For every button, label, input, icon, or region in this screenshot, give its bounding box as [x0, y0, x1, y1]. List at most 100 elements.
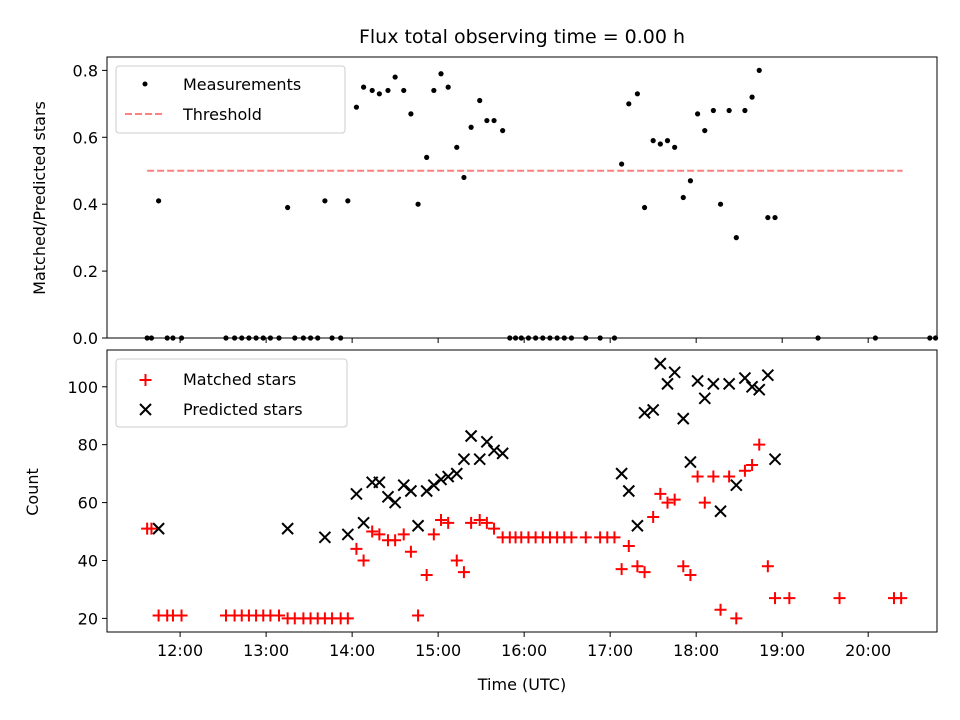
matched-star-point — [714, 603, 727, 616]
matched-star-point — [373, 528, 386, 541]
matched-star-point — [389, 534, 402, 547]
predicted-star-point — [761, 368, 775, 382]
bottom-y-tick-label: 60 — [78, 494, 98, 513]
measurement-point — [360, 84, 367, 90]
matched-star-point — [895, 592, 908, 605]
matched-star-point — [579, 531, 592, 544]
measurement-point — [687, 178, 694, 184]
measurement-point — [680, 194, 686, 201]
matched-star-point — [480, 516, 493, 529]
matched-star-point — [450, 554, 463, 567]
matched-star-point — [565, 531, 578, 544]
legend-matched-label: Matched stars — [183, 370, 296, 389]
x-axis-label: Time (UTC) — [477, 675, 566, 694]
predicted-star-point — [661, 377, 674, 391]
predicted-star-point — [373, 476, 386, 489]
predicted-star-point — [646, 403, 660, 417]
x-tick-label: 12:00 — [157, 641, 203, 660]
measurement-point — [353, 104, 360, 110]
matched-star-point — [738, 464, 751, 477]
measurement-point — [285, 204, 291, 211]
legend-predicted-marker — [139, 403, 152, 416]
bottom-y-tick-label: 100 — [67, 378, 98, 397]
predicted-star-point — [318, 531, 332, 544]
predicted-star-point — [684, 455, 697, 469]
measurement-point — [484, 117, 490, 124]
top-y-tick-label: 0.8 — [73, 61, 98, 80]
predicted-star-point — [745, 380, 759, 393]
matched-star-point — [723, 470, 736, 483]
predicted-star-point — [753, 383, 766, 396]
predicted-star-point — [496, 447, 509, 460]
predicted-star-point — [434, 473, 448, 486]
measurement-point — [749, 94, 755, 100]
bottom-axes-frame — [106, 349, 938, 633]
predicted-star-point — [707, 377, 720, 391]
measurement-point — [376, 91, 382, 97]
predicted-star-point — [654, 357, 667, 370]
predicted-star-point — [341, 528, 355, 541]
measurement-point — [369, 87, 375, 94]
matched-star-point — [684, 568, 697, 581]
matched-star-point — [769, 592, 782, 605]
matched-star-point — [608, 531, 621, 544]
predicted-star-point — [404, 484, 418, 498]
predicted-star-point — [722, 377, 736, 391]
matched-star-point — [691, 470, 704, 483]
legend-predicted-label: Predicted stars — [183, 400, 303, 419]
measurement-point — [385, 87, 391, 94]
predicted-star-point — [411, 519, 425, 532]
matched-star-point — [465, 516, 478, 529]
legend-measurements-label: Measurements — [183, 75, 301, 94]
matched-star-point — [753, 438, 766, 451]
measurement-point — [445, 84, 451, 90]
predicted-star-point — [738, 371, 752, 385]
matched-star-point — [631, 560, 644, 573]
measurement-point — [424, 154, 430, 160]
measurement-point — [401, 87, 407, 94]
predicted-star-point — [622, 484, 636, 498]
measurement-point — [756, 67, 762, 73]
predicted-star-point — [638, 406, 651, 420]
measurement-point — [438, 71, 444, 77]
matched-star-point — [615, 563, 628, 576]
matched-star-point — [366, 525, 379, 538]
matched-star-point — [730, 612, 743, 625]
top-legend: Measurements Threshold — [115, 65, 346, 134]
predicted-star-point — [450, 467, 463, 480]
top-axes-frame — [106, 56, 938, 339]
top-y-tick-label: 0.6 — [73, 128, 98, 147]
predicted-star-point — [388, 496, 402, 509]
predicted-star-point — [487, 444, 501, 457]
predicted-star-point — [281, 522, 294, 535]
x-tick-label: 14:00 — [329, 641, 375, 660]
predicted-star-point — [730, 479, 743, 492]
measurement-point — [634, 91, 640, 97]
measurement-point — [710, 107, 716, 114]
predicted-star-point — [668, 366, 681, 379]
matched-star-point — [357, 554, 370, 567]
legend-threshold-label: Threshold — [182, 105, 262, 124]
measurement-point — [664, 138, 671, 144]
x-tick-label: 19:00 — [759, 641, 805, 660]
measurement-point — [742, 107, 748, 114]
measurement-point — [156, 198, 162, 204]
x-tick-label: 13:00 — [243, 641, 289, 660]
measurement-point — [491, 117, 497, 124]
matched-star-point — [488, 522, 501, 535]
predicted-star-point — [441, 470, 455, 483]
measurement-point — [672, 144, 678, 150]
measurement-point — [500, 127, 506, 134]
measurement-point — [477, 97, 483, 104]
top-legend-box — [115, 65, 346, 134]
measurement-point — [408, 111, 414, 117]
measurement-point — [468, 124, 474, 130]
top-y-tick-label: 0.2 — [73, 262, 98, 281]
bottom-y-axis-label: Count — [23, 468, 42, 516]
matched-star-point — [622, 540, 635, 553]
chart-title: Flux total observing time = 0.00 h — [359, 26, 685, 48]
predicted-star-point — [464, 429, 478, 443]
predicted-star-point — [457, 452, 471, 466]
measurement-point — [733, 235, 739, 241]
predicted-star-point — [357, 516, 370, 530]
